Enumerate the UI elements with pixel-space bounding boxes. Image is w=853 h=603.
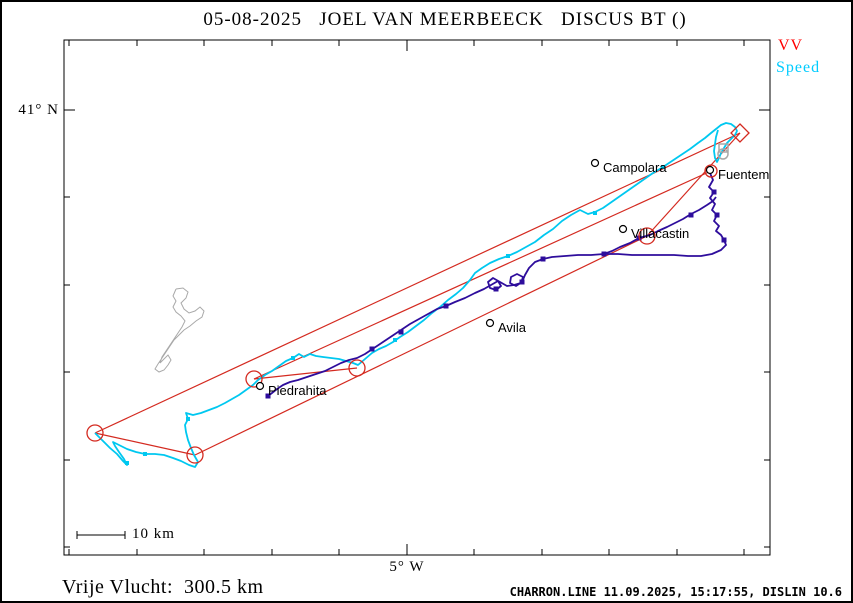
longitude-axis-label: 5° W xyxy=(389,559,425,575)
vv-track-marker xyxy=(493,286,499,292)
place-label: Avila xyxy=(498,320,526,335)
task-leg-line xyxy=(94,432,196,456)
airfield-square-icon xyxy=(718,143,729,153)
turnpoint-circle xyxy=(86,424,104,442)
vv-track-marker xyxy=(714,212,720,218)
legend-entry-vv: VV xyxy=(778,37,804,54)
town-circle xyxy=(705,165,715,175)
turnpoint-circle xyxy=(245,370,263,388)
task-leg-line xyxy=(94,132,741,434)
latitude-axis-label: 41° N xyxy=(18,102,59,118)
task-leg-line xyxy=(194,235,648,456)
town-circle xyxy=(618,224,628,234)
vv-track-marker xyxy=(265,393,271,399)
place-label: Campolara xyxy=(603,160,667,175)
vv-track-marker xyxy=(721,237,727,243)
terrain-outline xyxy=(154,287,205,373)
legend-entry-speed: Speed xyxy=(776,59,821,76)
vv-track-marker xyxy=(443,303,449,309)
vv-track-marker xyxy=(369,346,375,352)
turnpoint-circle xyxy=(348,359,366,377)
speed-track-marker xyxy=(593,211,597,215)
vv-track-marker xyxy=(540,256,546,262)
finish-diamond xyxy=(730,123,750,143)
speed-track-marker xyxy=(291,356,295,360)
town-circle xyxy=(255,381,265,391)
speed-track-marker xyxy=(393,338,397,342)
vv-track-marker xyxy=(519,279,525,285)
credits-text: CHARRON.LINE 11.09.2025, 15:17:55, DISLI… xyxy=(509,585,842,599)
town-circle xyxy=(485,318,495,328)
task-leg-line xyxy=(253,170,712,380)
vv-track-marker xyxy=(398,329,404,335)
speed-track xyxy=(94,122,738,468)
turnpoint-circle xyxy=(638,227,656,245)
speed-track-marker xyxy=(506,254,510,258)
vv-track-marker xyxy=(688,212,694,218)
turnpoint-circle xyxy=(186,446,204,464)
page-title: 05-08-2025 JOEL VAN MEERBEECK DISCUS BT … xyxy=(203,9,687,30)
task-leg-line xyxy=(646,132,741,237)
flight-distance-text: Vrije Vlucht: 300.5 km xyxy=(62,576,264,598)
place-label: Piedrahita xyxy=(268,383,327,398)
place-labels: Campolara Fuentemil Villacastin Avila Piedra… xyxy=(64,40,770,555)
airfield-circle-icon xyxy=(717,148,729,160)
town-circle xyxy=(590,158,600,168)
speed-track-marker xyxy=(125,461,129,465)
speed-track-marker xyxy=(143,452,147,456)
start-circle xyxy=(704,164,718,178)
map-content xyxy=(86,122,750,468)
speed-track-marker xyxy=(186,417,190,421)
scale-bar-label: 10 km xyxy=(132,526,175,542)
vv-track-marker xyxy=(711,189,717,195)
task-leg-line xyxy=(253,367,358,380)
plot-frame xyxy=(63,39,771,556)
speed-track-marker xyxy=(661,165,665,169)
vv-track xyxy=(603,196,717,255)
place-label: Villacastin xyxy=(631,226,690,241)
place-label: Fuentemil xyxy=(718,167,770,182)
vv-track-marker xyxy=(601,251,607,257)
